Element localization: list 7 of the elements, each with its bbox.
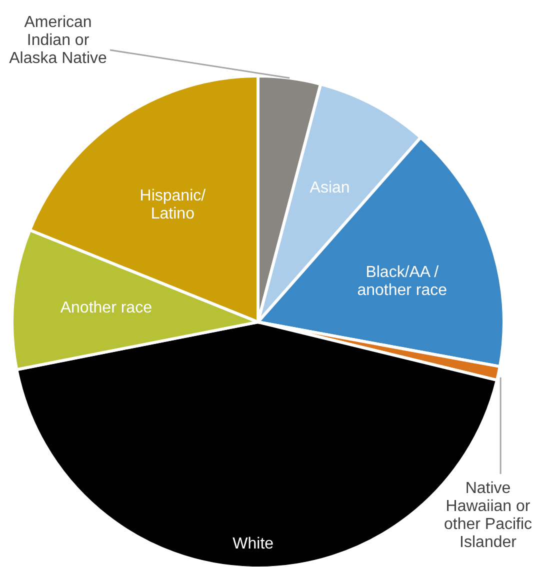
slice-label: Hispanic/ Latino <box>140 188 206 223</box>
slice-label: Another race <box>60 300 152 317</box>
slice-label: Asian <box>310 179 350 196</box>
slice-label: American Indian or Alaska Native <box>9 14 108 67</box>
slice-label: Black/AA / another race <box>357 264 448 300</box>
slice-label: White <box>232 535 274 552</box>
slice-label: Native Hawaiian or other Pacific Islander <box>444 480 532 551</box>
